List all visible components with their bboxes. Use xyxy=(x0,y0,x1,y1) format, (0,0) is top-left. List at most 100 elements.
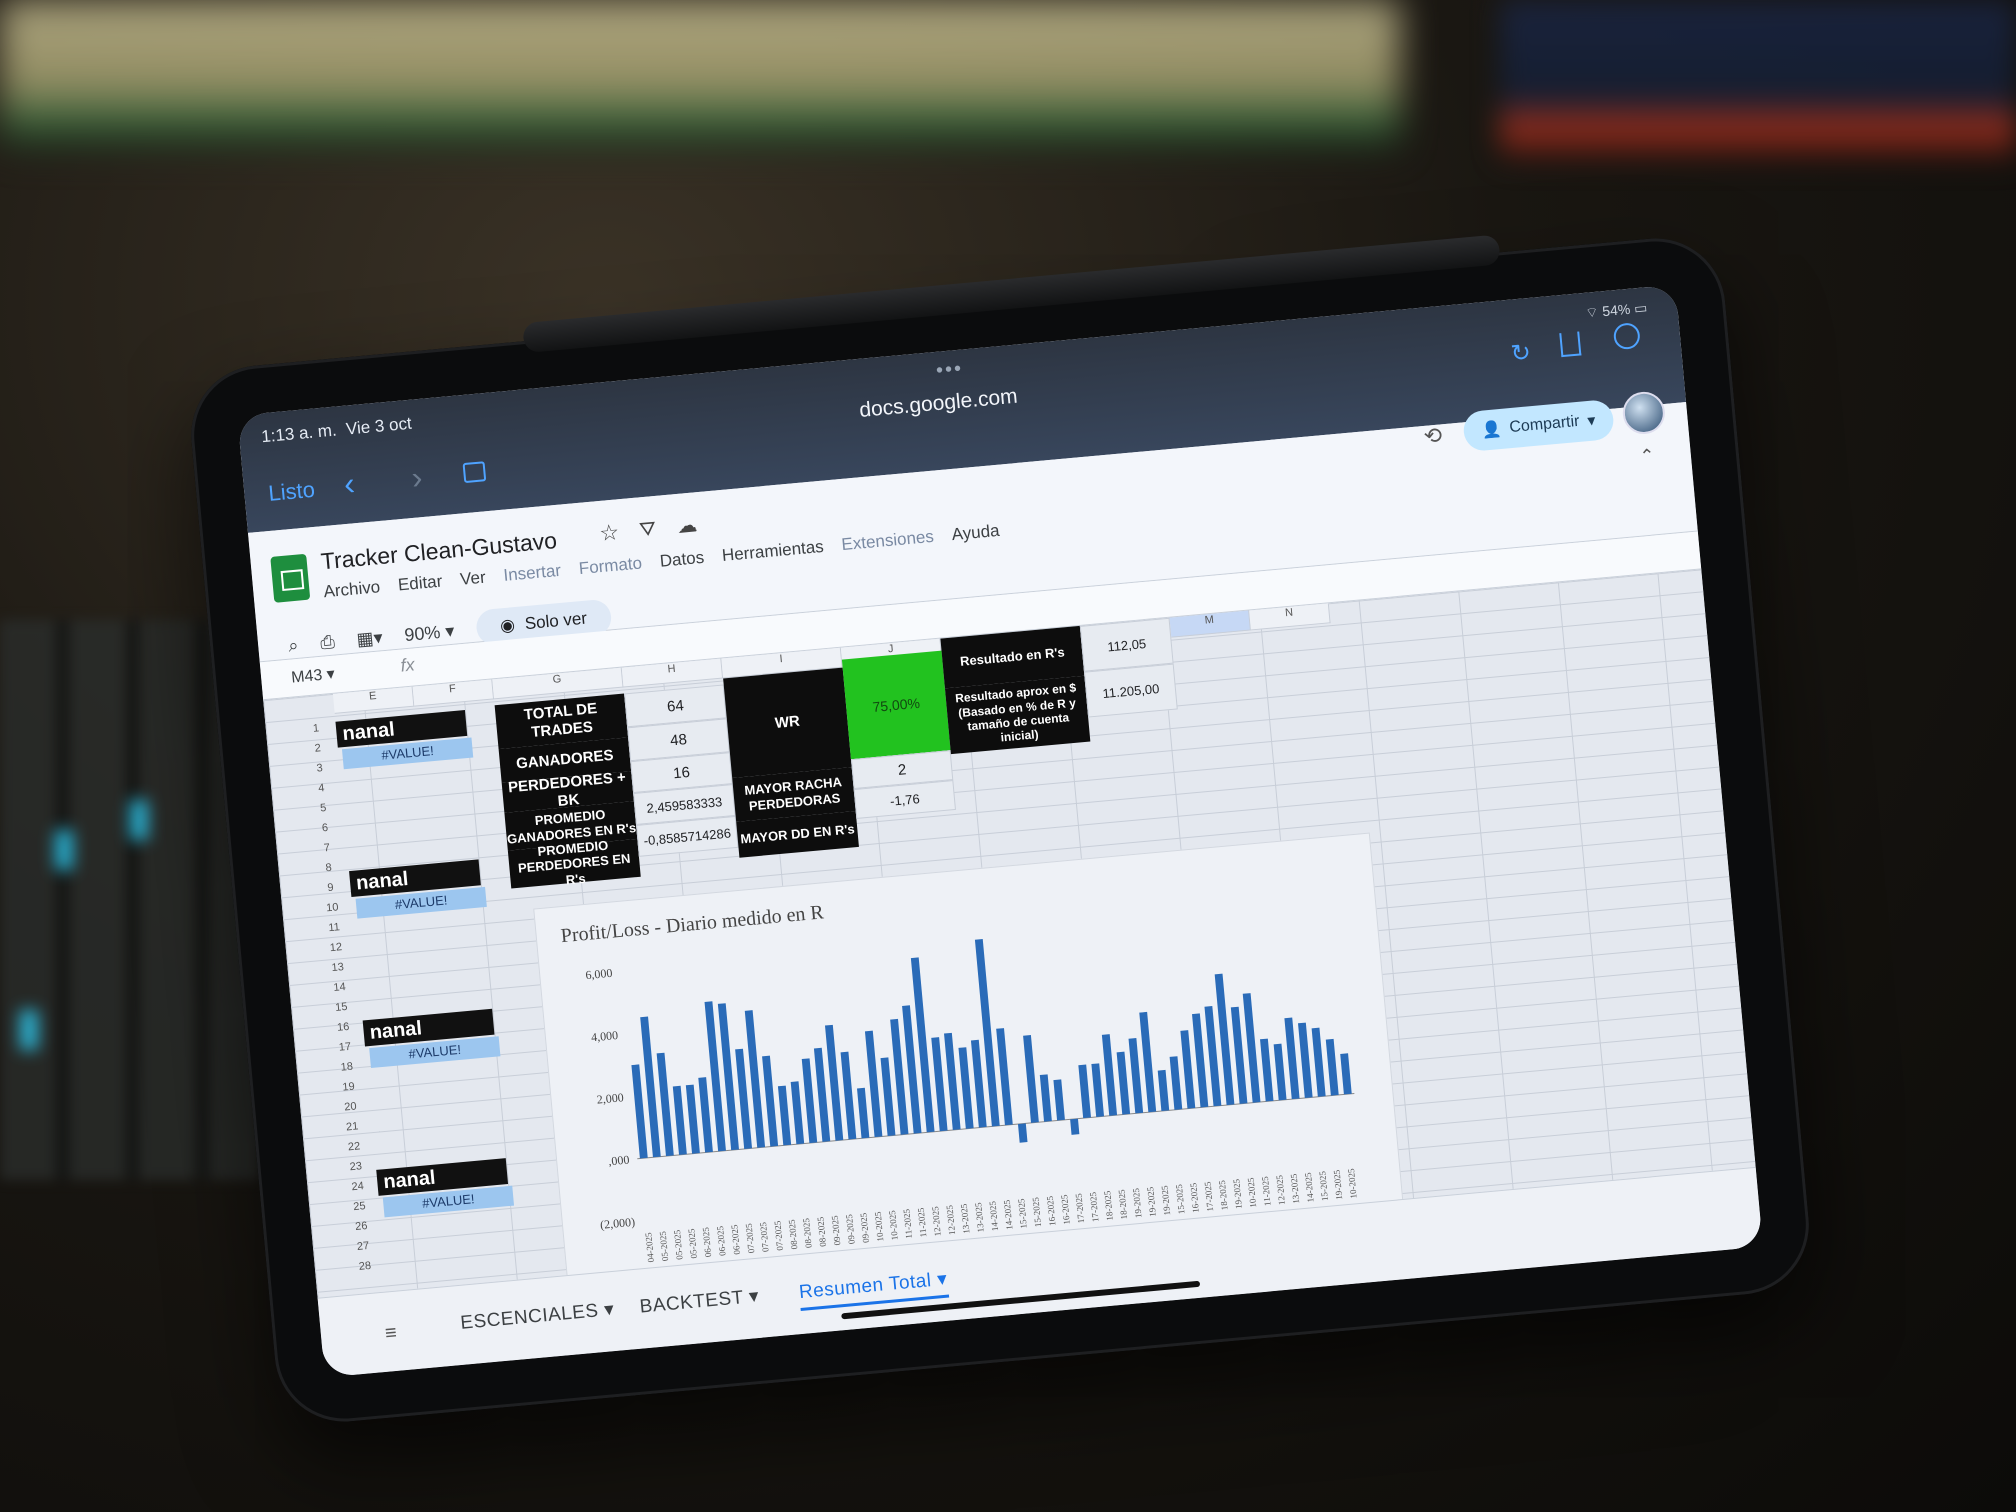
chart-bar[interactable] xyxy=(762,1055,779,1147)
back-icon[interactable]: ‹ xyxy=(342,465,357,502)
chart-bar[interactable] xyxy=(1157,1069,1170,1112)
tabs-icon[interactable] xyxy=(462,461,487,484)
chart-bar[interactable] xyxy=(813,1047,831,1142)
profit-loss-chart[interactable]: Profit/Loss - Diario medido en R 6,000 4,… xyxy=(533,832,1405,1288)
menu-formato[interactable]: Formato xyxy=(577,553,643,579)
chart-bar[interactable] xyxy=(656,1052,674,1157)
reload-icon[interactable]: ↻ xyxy=(1509,338,1533,368)
chart-bar[interactable] xyxy=(974,939,1000,1127)
chart-bar[interactable] xyxy=(902,1005,922,1134)
chart-bar[interactable] xyxy=(840,1051,857,1140)
chart-bar[interactable] xyxy=(744,1010,766,1148)
chart-bar[interactable] xyxy=(864,1030,883,1138)
chart-bar[interactable] xyxy=(1078,1064,1091,1119)
chart-bar[interactable] xyxy=(1070,1118,1080,1135)
chart-bar[interactable] xyxy=(631,1064,648,1159)
keyboard-glow xyxy=(20,1010,38,1050)
chart-bar[interactable] xyxy=(857,1087,870,1139)
chart-bar[interactable] xyxy=(777,1085,792,1146)
chart-bar[interactable] xyxy=(640,1016,661,1158)
all-sheets-menu-icon[interactable]: ≡ xyxy=(384,1321,398,1345)
resultado-usd-value[interactable]: 11.205,00 xyxy=(1084,663,1178,718)
menu-extensiones[interactable]: Extensiones xyxy=(840,526,935,555)
tab-resumen-total[interactable]: Resumen Total ▾ xyxy=(798,1267,949,1312)
done-button[interactable]: Listo xyxy=(267,476,316,506)
chart-bar[interactable] xyxy=(1039,1074,1052,1122)
history-icon[interactable]: ⟲ xyxy=(1422,422,1444,449)
chart-bar[interactable] xyxy=(880,1057,896,1136)
chart-bar[interactable] xyxy=(958,1047,974,1129)
y-tick-label: (2,000) xyxy=(600,1215,636,1232)
x-tick-label: 19-2025 xyxy=(1159,1185,1172,1216)
chart-bar[interactable] xyxy=(704,1001,726,1152)
cloud-status-icon[interactable]: ☁ xyxy=(676,514,699,538)
chart-bar[interactable] xyxy=(1091,1063,1105,1117)
search-icon[interactable]: ⌕ xyxy=(287,634,300,656)
chart-bar[interactable] xyxy=(735,1048,753,1149)
chart-bar[interactable] xyxy=(1017,1123,1028,1143)
chart-bar[interactable] xyxy=(931,1037,948,1132)
chart-bar[interactable] xyxy=(1311,1027,1326,1097)
chart-bar[interactable] xyxy=(1297,1022,1313,1098)
chart-bar[interactable] xyxy=(1169,1056,1183,1110)
chart-bar[interactable] xyxy=(1284,1017,1300,1100)
chart-bar[interactable] xyxy=(790,1081,805,1145)
chart-bar[interactable] xyxy=(672,1085,687,1155)
name-box[interactable]: M43 ▾ xyxy=(290,665,336,687)
chart-bar[interactable] xyxy=(1325,1038,1339,1096)
zoom-select[interactable]: 90% ▾ xyxy=(403,620,456,645)
chart-bar[interactable] xyxy=(1230,1006,1248,1104)
chart-bar[interactable] xyxy=(1273,1043,1287,1101)
chart-bar[interactable] xyxy=(685,1084,700,1154)
chart-bar[interactable] xyxy=(1139,1011,1157,1113)
menu-ver[interactable]: Ver xyxy=(459,567,487,589)
chart-bar[interactable] xyxy=(1101,1034,1118,1116)
chart-bar[interactable] xyxy=(1023,1035,1039,1123)
chart-bar[interactable] xyxy=(1204,1005,1222,1107)
table-format-icon[interactable]: ▦▾ xyxy=(355,626,384,649)
chart-bar[interactable] xyxy=(698,1077,713,1153)
menu-datos[interactable]: Datos xyxy=(658,547,705,571)
chart-bar[interactable] xyxy=(1260,1038,1274,1102)
tab-backtest[interactable]: BACKTEST ▾ xyxy=(638,1285,761,1318)
sheets-logo-icon[interactable] xyxy=(270,553,311,603)
chart-bar[interactable] xyxy=(801,1058,818,1144)
resultado-r-value[interactable]: 112,05 xyxy=(1079,617,1174,672)
compass-icon[interactable] xyxy=(1612,322,1641,351)
chevron-up-icon[interactable]: ⌃ xyxy=(1638,445,1656,467)
menu-editar[interactable]: Editar xyxy=(397,571,444,595)
chart-bar[interactable] xyxy=(1116,1051,1131,1115)
chart-bar[interactable] xyxy=(1128,1037,1144,1114)
x-tick-label: 15-2025 xyxy=(1317,1170,1330,1201)
menu-insertar[interactable]: Insertar xyxy=(502,560,562,585)
menu-herramientas[interactable]: Herramientas xyxy=(721,536,825,566)
chart-bar[interactable] xyxy=(1242,993,1261,1103)
chart-bar[interactable] xyxy=(717,1003,739,1151)
wr-value[interactable]: 75,00% xyxy=(841,650,951,760)
chart-bar[interactable] xyxy=(1180,1030,1196,1109)
url-bar[interactable]: docs.google.com xyxy=(858,384,1019,422)
chart-bar[interactable] xyxy=(970,1039,987,1128)
forward-icon[interactable]: › xyxy=(410,458,424,496)
chevron-down-icon[interactable]: ▾ xyxy=(1586,412,1597,431)
chart-bar[interactable] xyxy=(824,1024,844,1141)
multitask-dots[interactable]: ••• xyxy=(935,357,965,382)
chart-bar[interactable] xyxy=(910,957,935,1133)
menu-ayuda[interactable]: Ayuda xyxy=(950,520,1001,545)
chart-bar[interactable] xyxy=(944,1032,961,1131)
chart-bar[interactable] xyxy=(1214,973,1235,1106)
menu-archivo[interactable]: Archivo xyxy=(322,577,381,602)
share-icon[interactable] xyxy=(1559,331,1582,358)
star-icon[interactable]: ☆ xyxy=(598,519,621,547)
x-tick-label: 10-2025 xyxy=(1246,1177,1259,1208)
chart-bar[interactable] xyxy=(1340,1053,1352,1095)
chart-bar[interactable] xyxy=(996,1028,1013,1126)
chart-bar[interactable] xyxy=(890,1018,909,1135)
chart-bar[interactable] xyxy=(1192,1013,1209,1108)
chart-bar[interactable] xyxy=(1053,1079,1065,1121)
print-icon[interactable]: ⎙ xyxy=(319,631,336,653)
row-header[interactable]: 28 xyxy=(358,1259,372,1273)
move-to-drive-icon[interactable]: ⛛ xyxy=(638,517,658,542)
spreadsheet-grid[interactable]: E F G H I J K L M N 12345678910111213141… xyxy=(263,569,1756,1298)
tab-escenciales[interactable]: ESCENCIALES ▾ xyxy=(459,1298,616,1334)
